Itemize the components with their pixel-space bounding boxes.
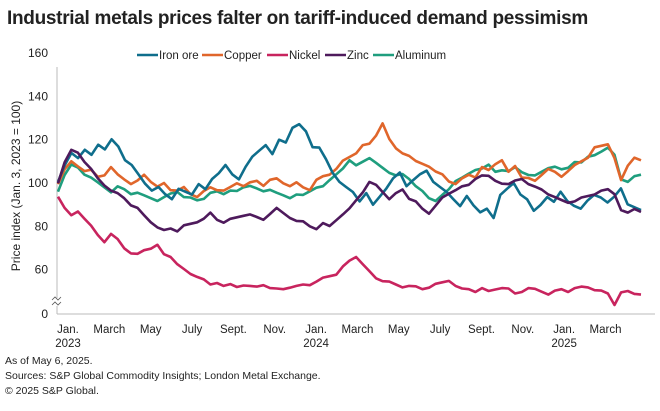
x-tick-year-label: 2025 (551, 338, 577, 350)
legend-item: Copper (202, 50, 262, 62)
series-lines (56, 122, 642, 307)
x-tick-label: March (93, 324, 125, 336)
legend-label: Copper (224, 50, 262, 62)
y-tick-label: 160 (28, 46, 48, 60)
axis-break-icon (51, 296, 62, 306)
series-line-aluminum (56, 146, 642, 203)
series-line-zinc (56, 148, 642, 233)
y-tick-label: 80 (35, 219, 49, 233)
as-of-note: As of May 6, 2025. (5, 355, 93, 367)
y-tick-label: 120 (28, 133, 48, 147)
x-tick-label: Jan. (553, 324, 575, 336)
series-line-nickel (56, 196, 642, 307)
legend-item: Aluminum (373, 50, 446, 62)
x-tick-label: Sept. (220, 324, 247, 336)
series-line-iron-ore (56, 122, 642, 220)
x-tick-label: July (430, 324, 451, 336)
x-tick-year-label: 2024 (303, 338, 329, 350)
chart-title: Industrial metals prices falter on tarif… (7, 8, 588, 29)
legend-label: Zinc (347, 50, 369, 62)
x-axis: Jan. 2023 March May July Sept. Nov. Jan. 2024 Mar… (55, 313, 655, 350)
y-axis: 0 60 80 100 120 140 160 (28, 46, 62, 321)
legend-item: Zinc (325, 50, 369, 62)
legend-item: Iron ore (137, 50, 199, 62)
x-tick-label: May (388, 324, 410, 336)
copyright-note: © 2025 S&P Global. (5, 385, 99, 397)
y-tick-label: 60 (35, 263, 49, 277)
x-tick-label: Jan. (57, 324, 79, 336)
y-tick-label: 100 (28, 176, 48, 190)
x-tick-label: May (140, 324, 162, 336)
series-line-copper (56, 122, 642, 199)
legend-label: Nickel (289, 50, 320, 62)
x-tick-label: March (341, 324, 373, 336)
x-tick-label: July (182, 324, 203, 336)
legend-label: Aluminum (395, 50, 446, 62)
x-tick-label: Nov. (263, 324, 286, 336)
sources-note: Sources: S&P Global Commodity Insights; … (5, 370, 321, 382)
y-axis-label: Price index (Jan. 3, 2023 = 100) (9, 101, 23, 271)
x-tick-label: Nov. (511, 324, 534, 336)
x-tick-year-label: 2023 (55, 338, 81, 350)
y-tick-label: 140 (28, 89, 48, 103)
legend-item: Nickel (267, 50, 320, 62)
x-tick-label: March (590, 324, 622, 336)
x-tick-label: Sept. (468, 324, 495, 336)
legend: Iron ore Copper Nickel Zinc Aluminum (137, 50, 446, 62)
y-tick-label: 0 (41, 307, 48, 321)
x-tick-label: Jan. (305, 324, 327, 336)
legend-label: Iron ore (159, 50, 199, 62)
